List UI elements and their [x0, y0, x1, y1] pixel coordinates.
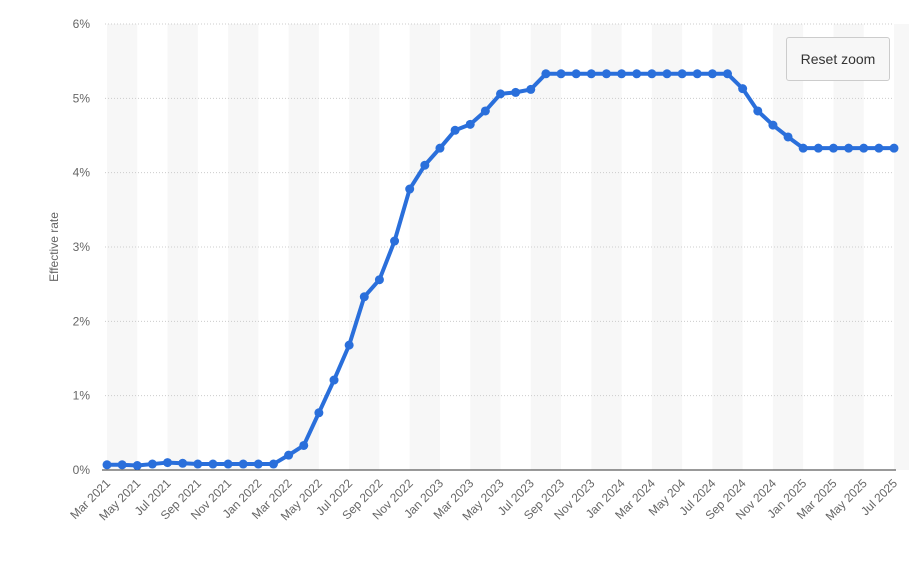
y-tick-label: 4% [73, 166, 91, 180]
point [208, 459, 218, 469]
point [359, 292, 369, 302]
point [253, 459, 263, 469]
point [435, 143, 445, 153]
point [586, 69, 596, 79]
point [813, 143, 823, 153]
point [390, 236, 400, 246]
point [798, 143, 808, 153]
point [238, 459, 248, 469]
y-axis-label: Effective rate [47, 212, 61, 282]
point [268, 459, 278, 469]
point [284, 450, 294, 460]
point [541, 69, 551, 79]
y-tick-label: 6% [73, 17, 91, 31]
point [163, 458, 173, 468]
point [662, 69, 672, 79]
point [526, 84, 536, 94]
point [889, 143, 899, 153]
point [647, 69, 657, 79]
point [511, 87, 521, 97]
y-tick-label: 0% [73, 463, 91, 477]
point [102, 460, 112, 470]
point [299, 440, 309, 450]
point [828, 143, 838, 153]
point [844, 143, 854, 153]
point [632, 69, 642, 79]
y-tick-label: 5% [73, 91, 91, 105]
band [349, 24, 380, 470]
point [874, 143, 884, 153]
point [132, 461, 142, 471]
point [117, 460, 127, 470]
point [147, 459, 157, 469]
point [571, 69, 581, 79]
point [480, 106, 490, 116]
band [894, 24, 909, 470]
y-tick-label: 2% [73, 314, 91, 328]
point [465, 119, 475, 129]
reset-zoom-button[interactable]: Reset zoom [786, 37, 890, 81]
point [314, 408, 324, 418]
point [738, 84, 748, 94]
point [223, 459, 233, 469]
point [768, 120, 778, 130]
point [753, 106, 763, 116]
y-tick-label: 1% [73, 389, 91, 403]
point [677, 69, 687, 79]
point [178, 458, 188, 468]
band [530, 24, 562, 470]
point [420, 160, 430, 170]
point [601, 69, 611, 79]
point [344, 340, 354, 350]
point [617, 69, 627, 79]
band [833, 24, 864, 470]
y-tick-label: 3% [73, 240, 91, 254]
point [329, 375, 339, 385]
point [450, 125, 460, 135]
band [167, 24, 198, 470]
point [374, 275, 384, 285]
point [707, 69, 717, 79]
point [859, 143, 869, 153]
point [193, 459, 203, 469]
point [723, 69, 733, 79]
point [556, 69, 566, 79]
point [405, 184, 415, 194]
point [783, 132, 793, 142]
point [692, 69, 702, 79]
point [496, 89, 505, 99]
